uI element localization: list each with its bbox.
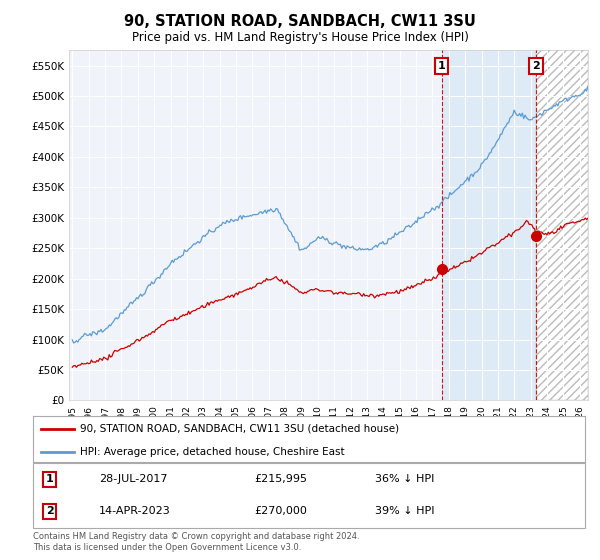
Text: 90, STATION ROAD, SANDBACH, CW11 3SU (detached house): 90, STATION ROAD, SANDBACH, CW11 3SU (de… — [80, 424, 399, 434]
Bar — [536, 50, 588, 400]
Text: HPI: Average price, detached house, Cheshire East: HPI: Average price, detached house, Ches… — [80, 447, 344, 457]
Bar — [442, 50, 536, 400]
Text: Contains HM Land Registry data © Crown copyright and database right 2024.
This d: Contains HM Land Registry data © Crown c… — [33, 532, 359, 552]
Text: 1: 1 — [46, 474, 53, 484]
Text: 2: 2 — [46, 506, 53, 516]
Text: 39% ↓ HPI: 39% ↓ HPI — [375, 506, 435, 516]
Text: 1: 1 — [438, 61, 446, 71]
Bar — [536, 50, 588, 400]
Text: £215,995: £215,995 — [254, 474, 307, 484]
Text: 14-APR-2023: 14-APR-2023 — [99, 506, 171, 516]
Text: £270,000: £270,000 — [254, 506, 307, 516]
Text: 2: 2 — [532, 61, 540, 71]
Text: 90, STATION ROAD, SANDBACH, CW11 3SU: 90, STATION ROAD, SANDBACH, CW11 3SU — [124, 14, 476, 29]
Text: 36% ↓ HPI: 36% ↓ HPI — [375, 474, 434, 484]
Text: 28-JUL-2017: 28-JUL-2017 — [99, 474, 168, 484]
Text: Price paid vs. HM Land Registry's House Price Index (HPI): Price paid vs. HM Land Registry's House … — [131, 31, 469, 44]
